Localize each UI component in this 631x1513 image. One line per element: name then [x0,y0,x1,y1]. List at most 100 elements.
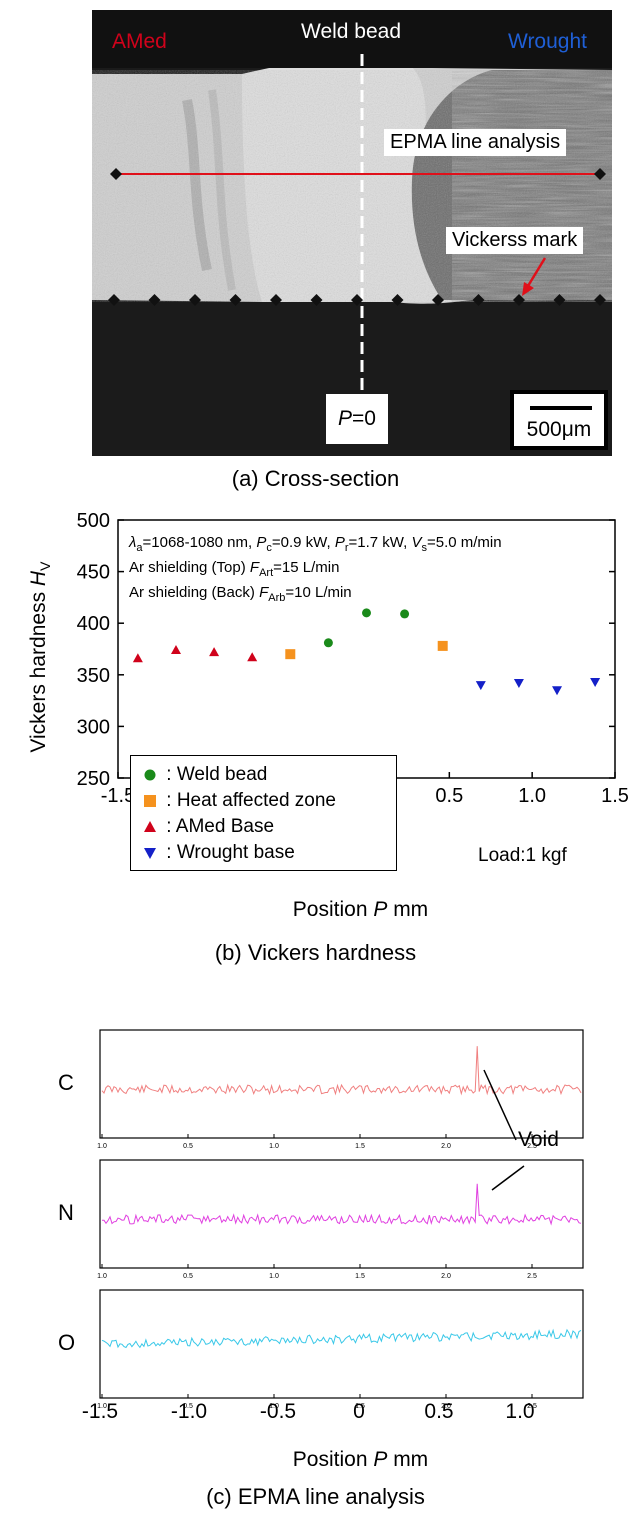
epma-panel-frame [99,1159,584,1269]
x-tick-label: -0.5 [260,1400,296,1423]
vickers-arrow [522,257,547,296]
xlabel-c-unit: mm [387,1448,429,1471]
p-zero-val: =0 [352,407,376,430]
condition-line: Ar shielding (Top) FArt=15 L/min [129,559,340,579]
small-tick-label: 1.0 [97,1143,107,1150]
small-tick-label: 2.5 [527,1143,537,1150]
vickers-mark [351,294,363,306]
data-point [247,652,258,662]
data-point [552,686,563,696]
label-wrought: Wrought [508,30,587,53]
x-tick-label: 1.5 [601,785,629,805]
x-tick-label: 0.5 [424,1400,453,1423]
epma-panel-frame [99,1289,584,1399]
small-tick-label: 0.5 [183,1273,193,1280]
void-label: Void [518,1128,559,1151]
epma-panel-frame [99,1029,584,1139]
small-tick-label: 2.0 [441,1403,451,1410]
small-tick-label: 2.5 [527,1403,537,1410]
label-amed: AMed [112,30,167,53]
load-label: Load:1 kgf [478,845,567,866]
data-point [209,647,220,657]
x-tick-label: 0.5 [435,785,463,805]
legend-label: : Heat affected zone [161,790,336,811]
vickers-mark [432,294,444,306]
chart-b-conditions: λa=1068-1080 nm, Pc=0.9 kW, Pr=1.7 kW, V… [129,533,502,608]
ylabel-sub: V [37,561,54,571]
vickers-mark [189,294,201,306]
y-tick-label: 350 [77,665,110,687]
vickers-label: Vickerss mark [452,229,578,251]
legend-entry: : Wrought base [139,840,388,866]
vickers-mark [594,294,606,306]
epma-signal-O [101,1328,582,1349]
y-tick-label: 500 [77,510,110,532]
small-tick-label: 1.0 [269,1143,279,1150]
epma-line-chart: 1.0 0.5 1.0 1.5 2.0 2.51.0 0.5 1.0 1.5 2.0 2.51.0 0… [82,1029,584,1423]
y-tick-label: 450 [77,562,110,584]
small-tick-label: 1.5 [355,1143,365,1150]
small-tick-label: 0.5 [183,1403,193,1410]
data-point [362,608,371,618]
xlabel-c-var: P [373,1448,388,1471]
x-tick-label: -1.5 [101,785,135,805]
x-tick-label: 1.0 [505,1400,534,1423]
small-tick-label: 1.0 [269,1273,279,1280]
data-point [590,678,601,688]
small-tick-label: 2.0 [441,1143,451,1150]
xlabel-b-unit: mm [387,898,429,921]
legend-marker [144,794,156,807]
vickers-mark [270,294,282,306]
data-point [285,649,296,660]
caption-b: (b) Vickers hardness [214,940,417,965]
vickers-mark [513,294,525,306]
chart-b-legend-box: : Weld bead : Heat affected zone : AMed … [130,755,397,871]
xlabel-b-text: Position [292,898,374,921]
epma-signal-C [101,1046,582,1096]
vickers-mark [391,294,404,306]
legend-entry: : Heat affected zone [139,788,388,814]
data-point [323,638,333,648]
vickers-mark [472,294,485,306]
xlabel-c-text: Position [292,1448,374,1471]
xlabel-b-var: P [373,898,388,921]
legend-entry: : Weld bead [139,762,388,788]
legend-marker [144,847,156,859]
vickers-label-box: Vickerss mark [446,227,584,254]
small-tick-label: 2.5 [527,1273,537,1280]
legend-marker [144,769,156,781]
epma-panel-label: O [58,1330,76,1355]
ylabel-var: H [26,570,50,587]
chart-c-xlabel: Position P mm [0,1448,631,1472]
label-weld-bead: Weld bead [301,20,402,43]
p-zero-var: P [338,407,353,430]
epma-signal-N [102,1183,582,1226]
epma-panel-label: C [58,1070,74,1095]
x-tick-label: -1.5 [82,1400,118,1423]
vickers-mark [148,294,161,306]
scale-bar-label: 500μm [526,418,592,441]
legend-entry: : AMed Base [139,814,388,840]
epma-label: EPMA line analysis [390,131,561,153]
p-zero-box: P=0 [326,394,388,444]
small-tick-label: 1.5 [355,1403,365,1410]
small-tick-label: 1.0 [269,1403,279,1410]
y-tick-label: 250 [77,768,110,790]
caption-c: (c) EPMA line analysis [206,1484,425,1509]
chart-b-xlabel: Position P mm [0,898,631,922]
void-callout [483,1069,525,1191]
legend-label: : Wrought base [161,842,295,863]
condition-line: λa=1068-1080 nm, Pc=0.9 kW, Pr=1.7 kW, V… [129,534,502,554]
epma-panel-label: N [58,1200,74,1225]
legend-label: : Weld bead [161,764,268,785]
small-tick-label: 1.0 [97,1273,107,1280]
data-point [170,645,181,655]
x-tick-label: 1.0 [518,785,546,805]
x-tick-label: 0 [353,1400,365,1423]
vickers-mark [310,294,323,306]
condition-line: Ar shielding (Back) FArb=10 L/min [129,584,352,604]
epma-end-marks [110,168,606,180]
data-point [400,609,410,619]
vickers-mark [229,294,242,306]
vickers-marks [108,294,606,306]
